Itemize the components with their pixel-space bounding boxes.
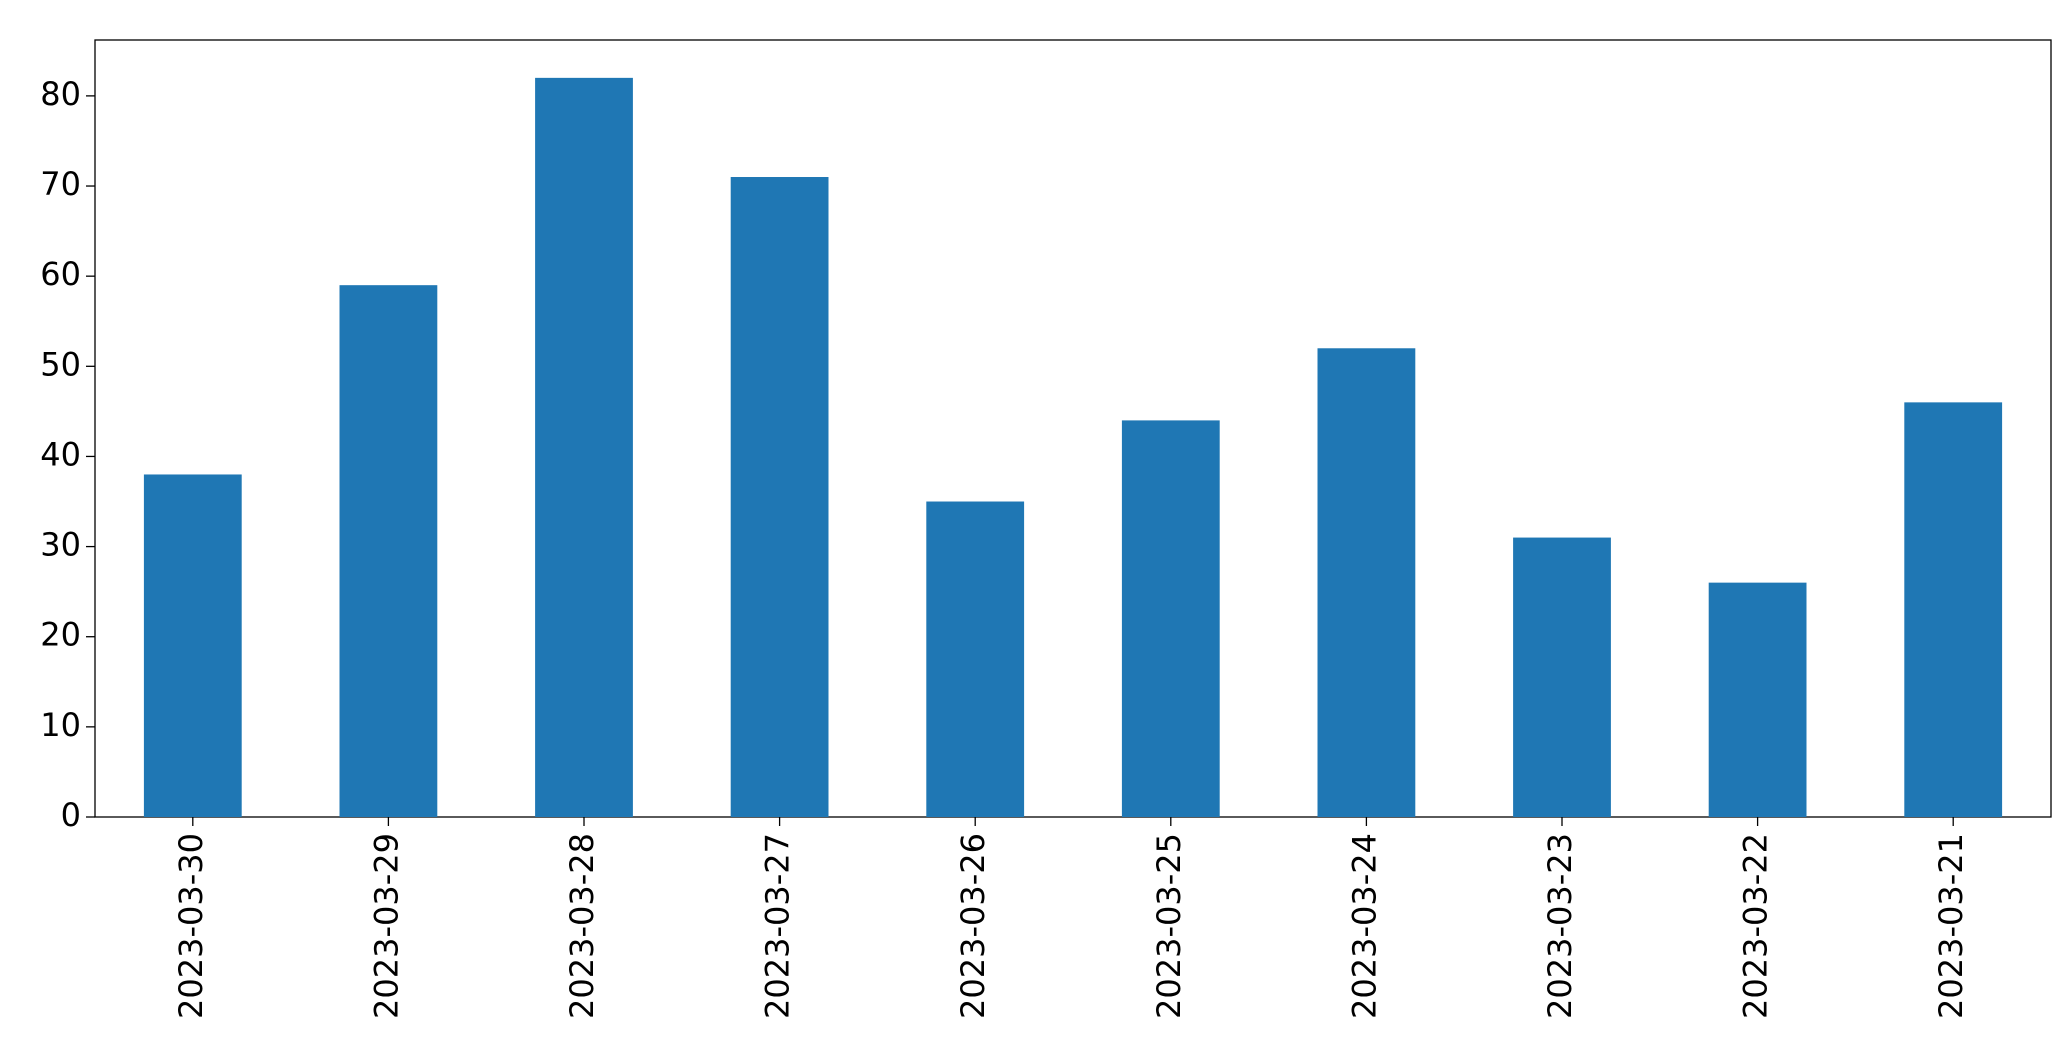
y-tick-label: 0	[61, 796, 81, 834]
y-tick-label: 10	[40, 706, 81, 744]
bar	[535, 77, 633, 818]
y-tick-label: 30	[40, 526, 81, 564]
x-tick-label: 2023-03-24	[1345, 833, 1383, 1019]
bar	[730, 177, 829, 817]
bar	[926, 501, 1025, 817]
y-tick-label: 20	[40, 616, 81, 654]
bar	[1513, 537, 1611, 817]
x-tick-label: 2023-03-29	[367, 833, 405, 1019]
x-tick-label: 2023-03-25	[1150, 833, 1188, 1019]
bar	[1317, 348, 1416, 817]
plot-frame	[94, 39, 2052, 818]
y-tick-label: 50	[40, 345, 81, 383]
x-tick-label: 2023-03-22	[1737, 833, 1775, 1019]
y-tick-label: 70	[40, 165, 81, 203]
x-tick-label: 2023-03-21	[1932, 833, 1970, 1019]
bar	[1121, 420, 1220, 817]
y-tick-label: 40	[40, 435, 81, 473]
x-tick-label: 2023-03-28	[563, 833, 601, 1019]
bar	[143, 474, 242, 817]
x-tick-label: 2023-03-26	[954, 833, 992, 1019]
y-tick-label: 60	[40, 255, 81, 293]
x-tick-label: 2023-03-23	[1541, 833, 1579, 1019]
y-tick-label: 80	[40, 75, 81, 113]
bar	[1904, 402, 2003, 817]
x-tick-label: 2023-03-27	[759, 833, 797, 1019]
bar	[339, 285, 438, 817]
x-tick-label: 2023-03-30	[172, 833, 210, 1019]
bar	[1708, 582, 1807, 817]
